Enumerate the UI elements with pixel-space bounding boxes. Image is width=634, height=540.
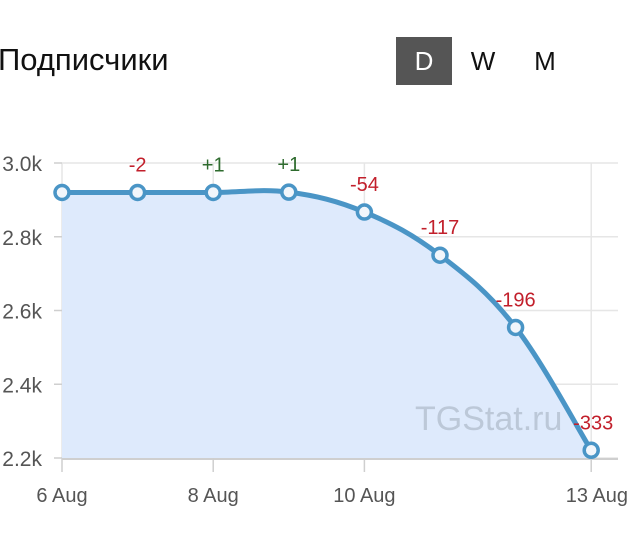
x-axis-ticks: 6 Aug 8 Aug 10 Aug 13 Aug [36, 458, 628, 507]
data-label: -117 [421, 217, 460, 239]
data-point [355, 203, 374, 221]
watermark: TGStat.ru [415, 400, 562, 438]
y-tick-label: 2.6k [2, 301, 42, 324]
data-point [431, 246, 449, 264]
data-point [53, 183, 71, 202]
x-tick-label: 8 Aug [188, 485, 239, 507]
data-points [53, 183, 600, 460]
data-point [128, 183, 147, 202]
data-label: -196 [496, 289, 536, 311]
period-day-button[interactable]: D [396, 37, 452, 85]
data-point [582, 441, 600, 460]
data-point [204, 183, 222, 202]
data-label: -333 [573, 412, 613, 434]
y-tick-label: 2.2k [2, 448, 42, 471]
y-tick-label: 2.8k [2, 227, 42, 250]
data-point [506, 318, 525, 337]
chart-title: Подписчики [0, 42, 169, 77]
data-label: -54 [350, 174, 379, 196]
period-week-button[interactable]: W [470, 46, 496, 76]
series-area [62, 190, 592, 459]
x-tick-label: 6 Aug [36, 485, 87, 507]
y-axis-ticks: 2.2k 2.4k 2.6k 2.8k 3.0k [2, 153, 62, 471]
x-tick-label: 13 Aug [566, 485, 628, 507]
data-label: +1 [277, 154, 300, 176]
y-tick-label: 2.4k [2, 374, 42, 397]
x-tick-label: 10 Aug [333, 485, 395, 507]
data-label: +1 [202, 155, 225, 177]
data-label: -2 [129, 155, 147, 177]
data-labels: -2 +1 +1 -54 -117 -196 -333 [129, 154, 614, 434]
data-point [280, 183, 298, 201]
y-tick-label: 3.0k [2, 153, 42, 176]
period-month-button[interactable]: M [534, 46, 556, 76]
